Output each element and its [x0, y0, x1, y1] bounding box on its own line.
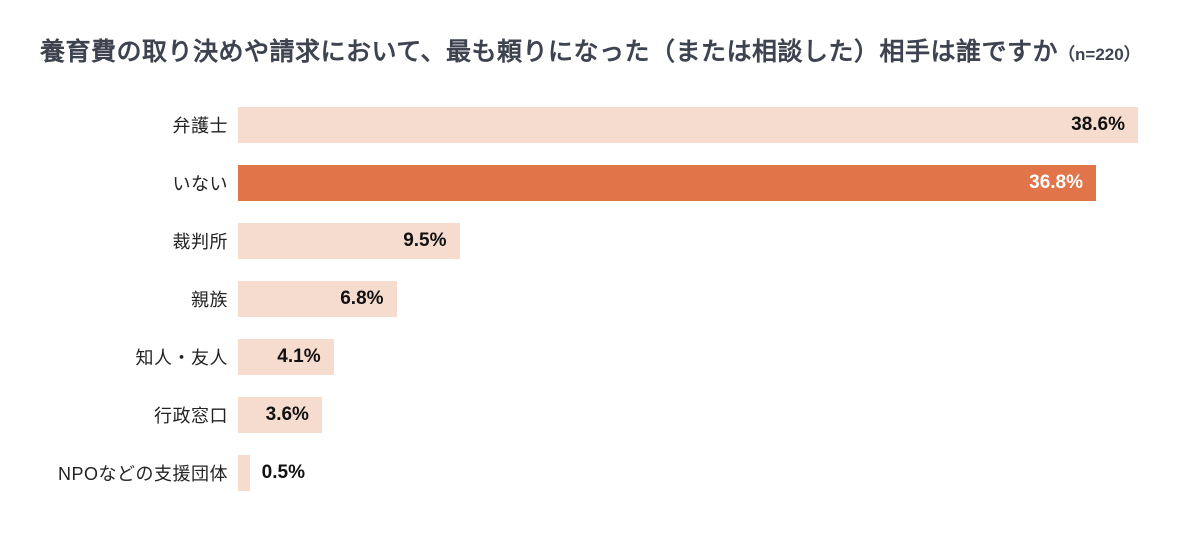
category-label: 弁護士: [172, 116, 228, 137]
bar-row: 知人・友人 4.1%: [40, 328, 1160, 386]
category-label: 裁判所: [172, 232, 228, 253]
bar-track: 38.6%: [238, 107, 1138, 144]
category-label: NPOなどの支援団体: [57, 464, 228, 485]
bar-track: 9.5%: [238, 223, 1138, 260]
chart-title: 養育費の取り決めや請求において、最も頼りになった（または相談した）相手は誰ですか…: [40, 34, 1150, 70]
bar-chart: 弁護士 38.6% いない 36.8% 裁判所 9.5% 親族 6.8%: [40, 96, 1160, 502]
bar-track: 4.1%: [238, 339, 1138, 376]
bar: 36.8%: [238, 165, 1097, 202]
bar-track: 6.8%: [238, 281, 1138, 318]
bar-row: 弁護士 38.6%: [40, 96, 1160, 154]
bar: [238, 455, 250, 492]
value-label: 6.8%: [340, 288, 384, 310]
category-label: 知人・友人: [135, 348, 228, 369]
value-label: 9.5%: [403, 230, 447, 252]
value-label: 4.1%: [277, 346, 321, 368]
bar-row: 親族 6.8%: [40, 270, 1160, 328]
value-label: 0.5%: [261, 462, 305, 484]
bar-row: いない 36.8%: [40, 154, 1160, 212]
bar: 3.6%: [238, 397, 322, 434]
bar: 38.6%: [238, 107, 1138, 144]
bar: 6.8%: [238, 281, 397, 318]
category-label: いない: [172, 174, 228, 195]
bar-row: 行政窓口 3.6%: [40, 386, 1160, 444]
category-label: 行政窓口: [154, 406, 228, 427]
bar-track: 36.8%: [238, 165, 1138, 202]
bar-row: 裁判所 9.5%: [40, 212, 1160, 270]
value-label: 3.6%: [265, 404, 309, 426]
value-label: 38.6%: [1071, 114, 1125, 136]
chart-title-text: 養育費の取り決めや請求において、最も頼りになった（または相談した）相手は誰ですか: [40, 38, 1059, 66]
category-label: 親族: [191, 290, 228, 311]
value-label: 36.8%: [1029, 172, 1084, 194]
bar-track: 0.5%: [238, 455, 1138, 492]
bar-row: NPOなどの支援団体 0.5%: [40, 444, 1160, 502]
bar: 9.5%: [238, 223, 460, 260]
sample-size-label: （n=220）: [1058, 45, 1141, 64]
chart-rows: 弁護士 38.6% いない 36.8% 裁判所 9.5% 親族 6.8%: [40, 96, 1160, 502]
bar: 4.1%: [238, 339, 334, 376]
bar-track: 3.6%: [238, 397, 1138, 434]
